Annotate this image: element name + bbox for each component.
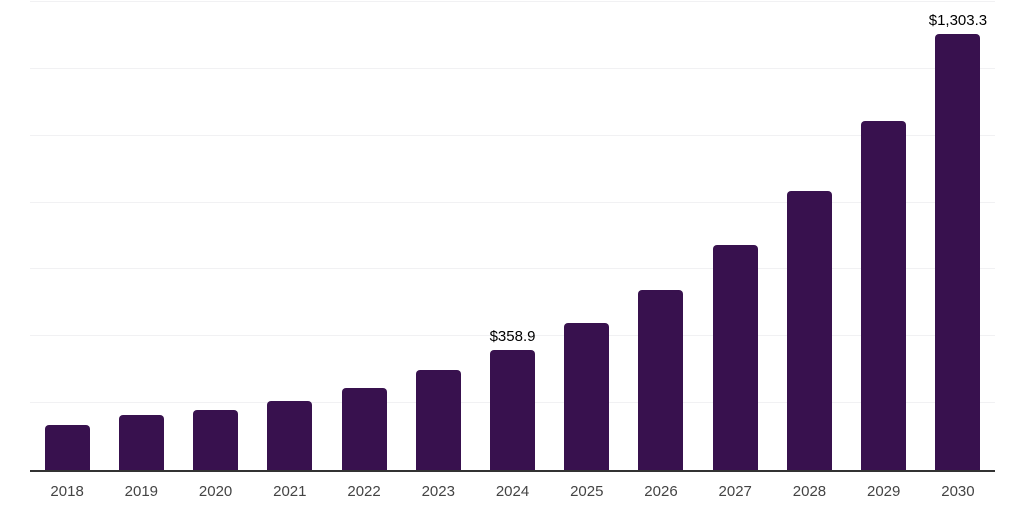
bar-2020[interactable] xyxy=(193,409,239,470)
bar-slot-2030: $1,303.3 xyxy=(921,0,995,470)
x-tick-label-2019: 2019 xyxy=(124,483,159,500)
bar-slot-2022 xyxy=(327,0,401,470)
bar-2030[interactable] xyxy=(935,34,981,470)
gridline-1200 xyxy=(30,67,995,69)
bar-2024[interactable] xyxy=(490,350,536,470)
bar-slot-2028 xyxy=(772,0,846,470)
plot-area: $358.9 $1,303.3 xyxy=(30,0,995,472)
bar-value-label-2024: $358.9 xyxy=(489,328,536,346)
bar-slot-2018 xyxy=(30,0,104,470)
bar-2029[interactable] xyxy=(861,121,907,470)
x-tick-label-2026: 2026 xyxy=(644,483,678,500)
bar-slot-2021 xyxy=(253,0,327,470)
x-tick-label-2030: 2030 xyxy=(941,483,975,500)
x-tick-label-2018: 2018 xyxy=(50,483,84,500)
bar-slot-2025 xyxy=(550,0,624,470)
bar-2025[interactable] xyxy=(564,322,610,470)
gridline-1000 xyxy=(30,134,995,136)
bars-container: $358.9 $1,303.3 xyxy=(30,0,995,470)
bar-slot-2020 xyxy=(178,0,252,470)
x-tick-label-2020: 2020 xyxy=(198,483,233,500)
gridline-600 xyxy=(30,268,995,270)
x-tick-label-2028: 2028 xyxy=(792,483,827,500)
bar-2026[interactable] xyxy=(638,289,684,470)
bar-2027[interactable] xyxy=(712,245,758,470)
gridline-400 xyxy=(30,335,995,337)
bar-slot-2026 xyxy=(624,0,698,470)
bar-2028[interactable] xyxy=(786,190,832,470)
bar-slot-2019 xyxy=(104,0,178,470)
bar-2023[interactable] xyxy=(415,370,461,470)
x-tick-label-2024: 2024 xyxy=(495,483,530,500)
x-tick-label-2023: 2023 xyxy=(421,483,455,500)
bar-2022[interactable] xyxy=(341,387,387,470)
x-axis-tick-labels: 2018 2019 2020 2021 2022 2023 2024 2025 2026 2027… xyxy=(30,483,995,501)
bar-slot-2023 xyxy=(401,0,475,470)
x-tick-label-2025: 2025 xyxy=(570,483,604,500)
bar-slot-2024: $358.9 xyxy=(475,0,549,470)
x-axis-line xyxy=(30,470,995,472)
bar-slot-2027 xyxy=(698,0,772,470)
bar-value-label-2030: $1,303.3 xyxy=(928,12,988,30)
gridline-800 xyxy=(30,201,995,203)
bar-slot-2029 xyxy=(847,0,921,470)
gridline-1400 xyxy=(30,1,995,2)
x-tick-label-2021: 2021 xyxy=(273,483,307,500)
x-tick-label-2022: 2022 xyxy=(347,483,381,500)
bar-2018[interactable] xyxy=(44,424,90,470)
bar-2021[interactable] xyxy=(267,400,313,470)
x-tick-label-2029: 2029 xyxy=(867,483,901,500)
x-tick-label-2027: 2027 xyxy=(718,483,752,500)
bar-2019[interactable] xyxy=(118,414,164,470)
